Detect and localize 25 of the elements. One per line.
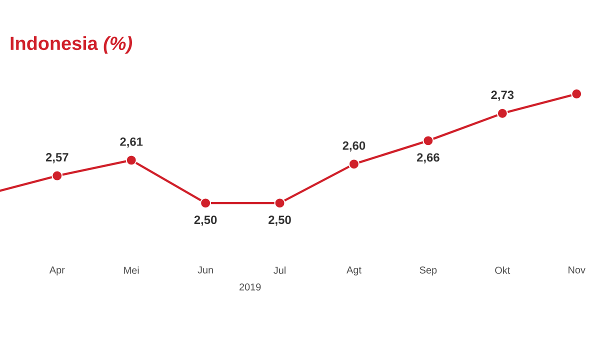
text: 2019 [240, 283, 261, 291]
x-tick-label: Agt [346, 266, 362, 276]
point [52, 170, 63, 182]
data-label: 2,50 [194, 216, 217, 226]
x-tick-label: Jun [198, 266, 213, 274]
point [348, 158, 360, 170]
chart-title: Indonesia (%) [10, 36, 132, 54]
point [274, 198, 286, 209]
data-label: 2,61 [120, 137, 143, 148]
x-tick-label: Apr [49, 266, 65, 276]
x-tick-label: Okt [495, 266, 510, 274]
data-label: 2,57 [46, 153, 68, 164]
x-tick-label: Mei [124, 266, 139, 274]
point [422, 135, 434, 146]
x-tick-label: Nov [568, 266, 586, 274]
x-tick-label: Sep [420, 266, 437, 276]
x-tick-label: Jul [274, 266, 286, 274]
data-label: 2,73 [491, 90, 514, 101]
point [126, 154, 137, 166]
point [496, 108, 508, 119]
data-label: 2,66 [416, 153, 440, 164]
point [571, 88, 582, 100]
point [200, 198, 212, 209]
data-label: 2,50 [268, 216, 291, 226]
data-label: 2,60 [342, 141, 366, 152]
